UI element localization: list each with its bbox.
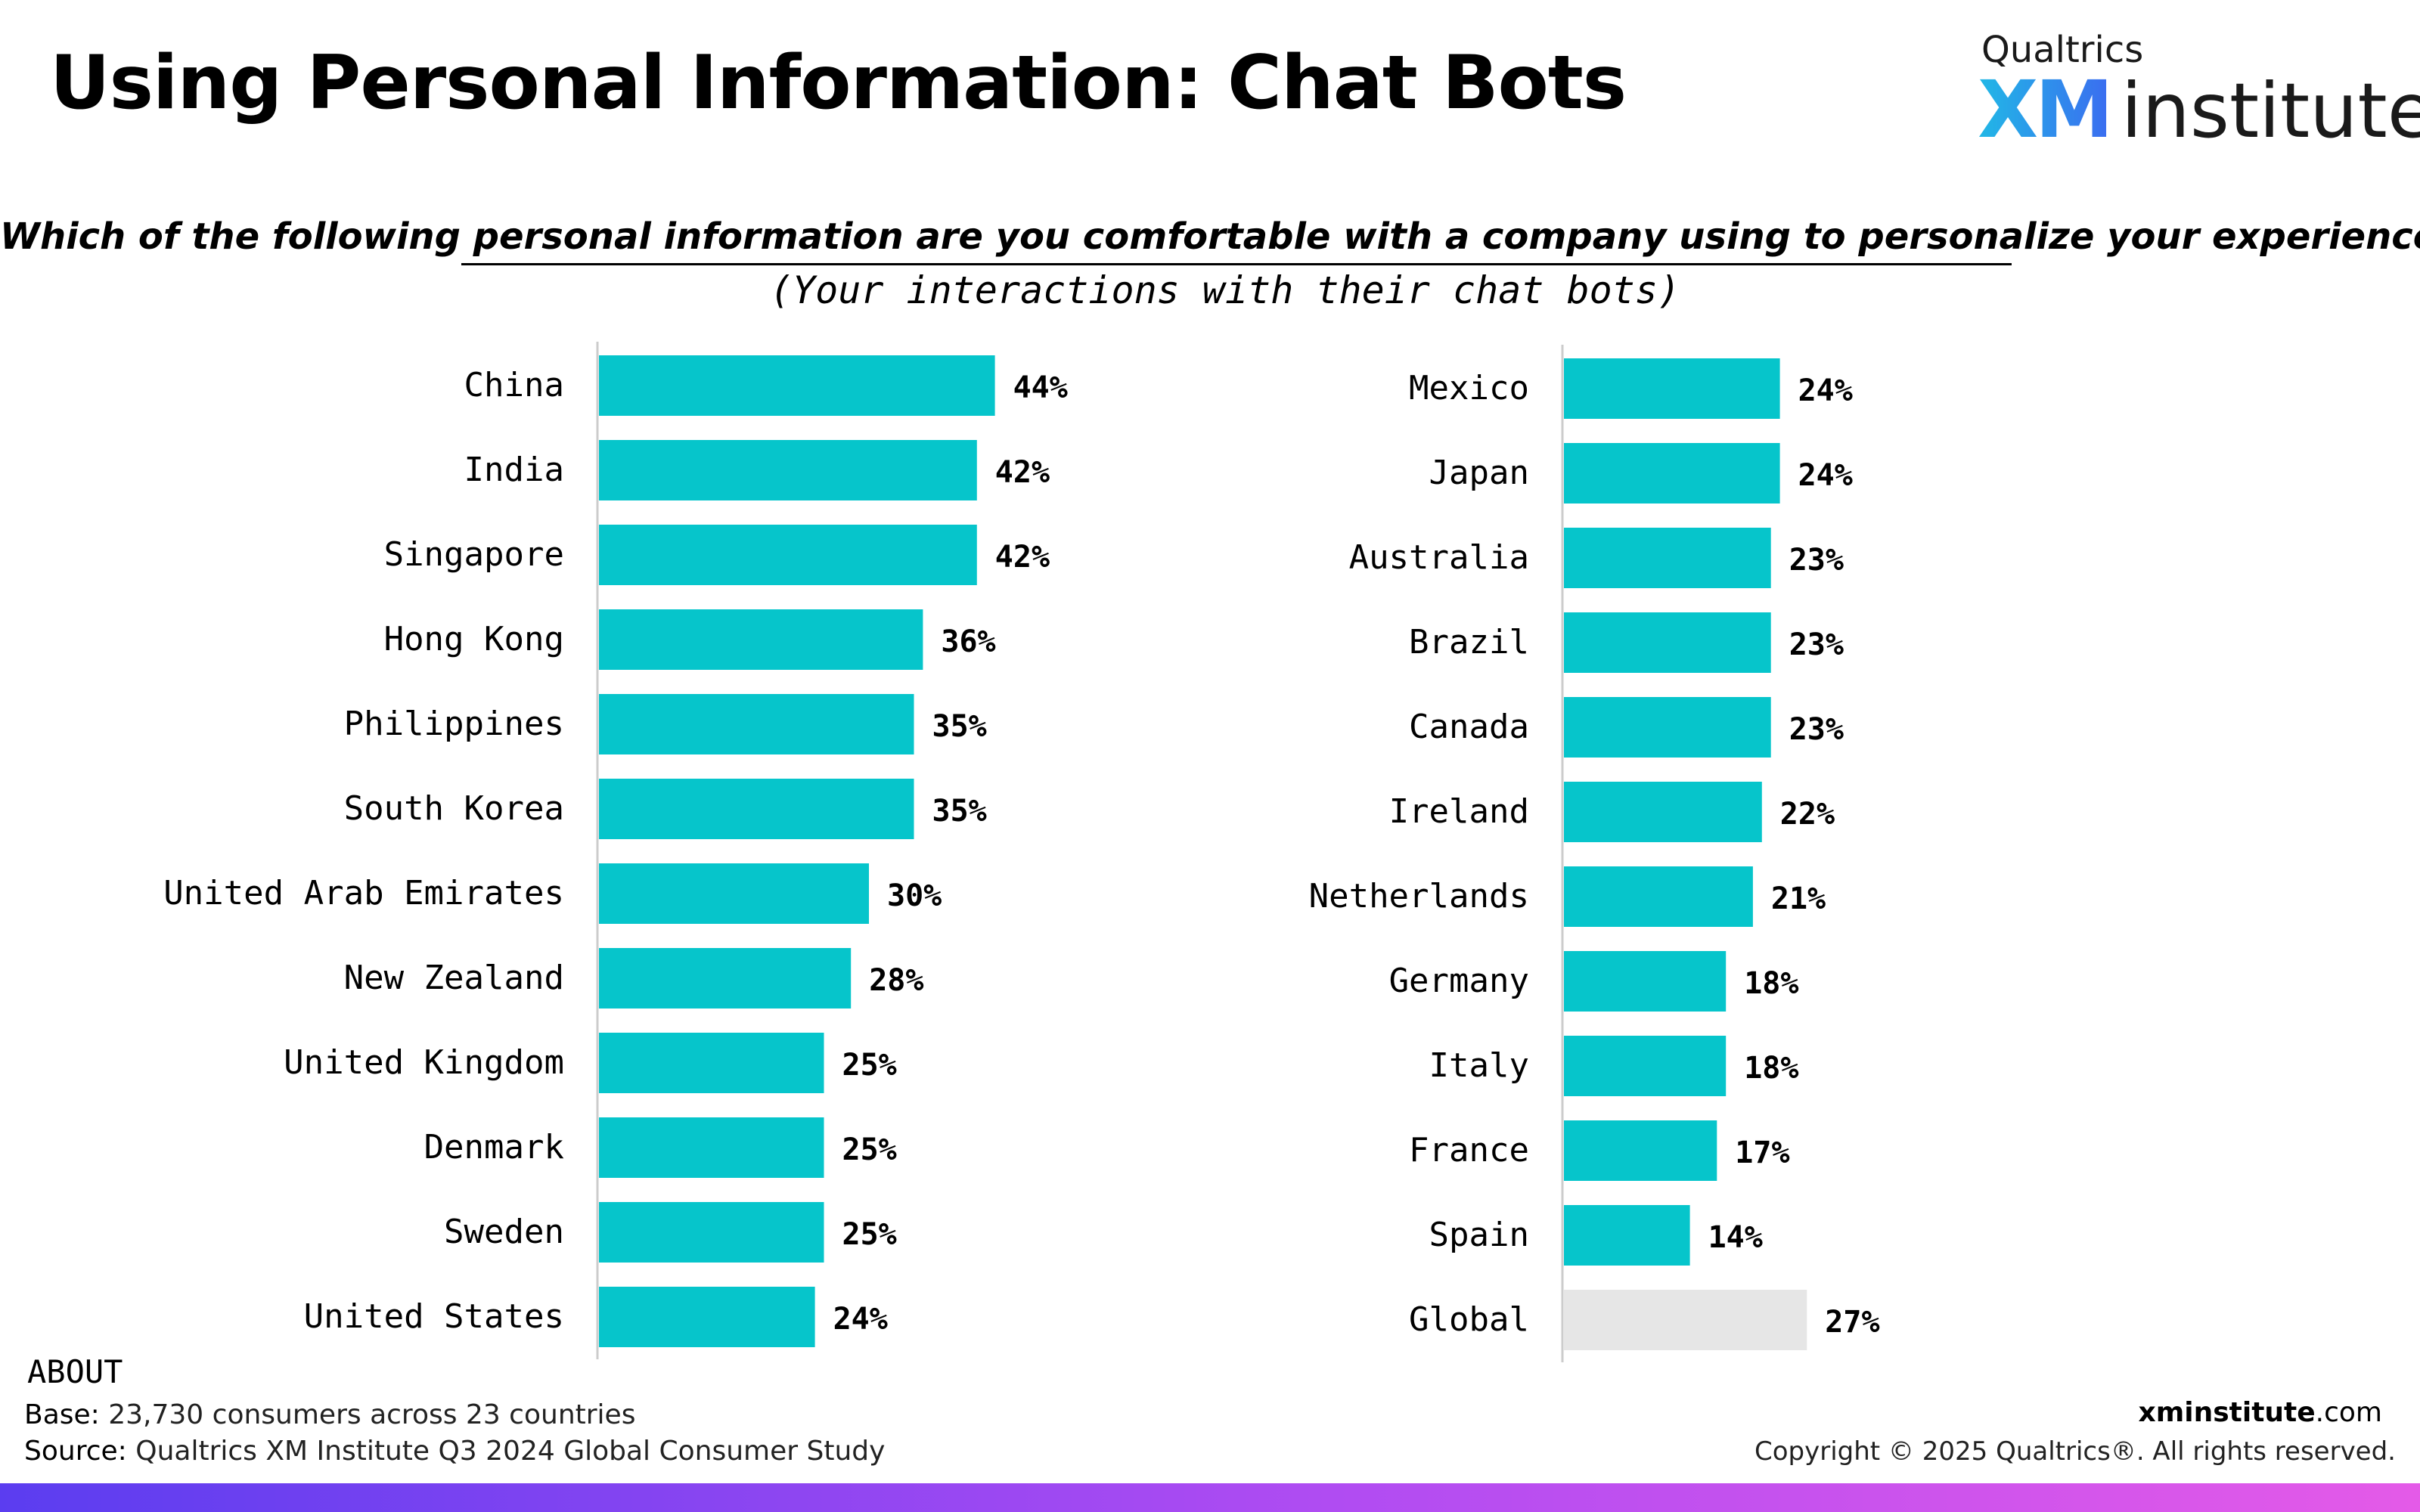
value-label: 36% [941, 624, 995, 659]
category-label: Mexico [1409, 369, 1529, 407]
bar-germany [1564, 951, 1727, 1012]
category-label: Denmark [424, 1128, 564, 1167]
site-link[interactable]: xminstitute.com [2139, 1396, 2382, 1429]
bar-global [1564, 1290, 1807, 1350]
category-label: China [464, 366, 564, 404]
category-label: India [464, 451, 564, 489]
category-label: Ireland [1389, 792, 1529, 831]
about-heading: ABOUT [27, 1353, 123, 1390]
site-domain: .com [2315, 1397, 2382, 1428]
value-label: 21% [1771, 881, 1826, 916]
category-label: France [1409, 1131, 1529, 1170]
question-underline [461, 263, 2012, 265]
value-label: 25% [842, 1217, 897, 1252]
bar-italy [1564, 1036, 1727, 1096]
bottom-gradient-bar [0, 1483, 2420, 1512]
category-label: Canada [1409, 708, 1529, 746]
category-label: Germany [1389, 962, 1529, 1000]
bar-spain [1564, 1205, 1690, 1266]
value-label: 23% [1789, 543, 1844, 578]
value-label: 23% [1789, 712, 1844, 747]
value-label: 35% [932, 709, 987, 744]
source-note: Source: Qualtrics XM Institute Q3 2024 G… [24, 1435, 885, 1467]
page-title: Using Personal Information: Chat Bots [50, 40, 1627, 126]
value-label: 44% [1013, 370, 1068, 405]
base-label: Base: [24, 1399, 100, 1430]
value-label: 42% [995, 540, 1050, 575]
brand-qualtrics: Qualtrics [1981, 29, 2144, 71]
bar-denmark [599, 1117, 824, 1178]
bar-sweden [599, 1202, 824, 1263]
bar-philippines [599, 694, 914, 754]
value-label: 18% [1744, 966, 1798, 1001]
value-label: 24% [1798, 458, 1853, 493]
category-label: Philippines [344, 705, 564, 743]
value-label: 18% [1744, 1051, 1798, 1086]
value-label: 27% [1825, 1305, 1879, 1340]
base-text: 23,730 consumers across 23 countries [108, 1399, 636, 1430]
category-label: Australia [1349, 538, 1529, 577]
brand-xm: XM [1978, 64, 2114, 156]
category-label: Italy [1429, 1046, 1529, 1085]
bar-united-states [599, 1287, 815, 1347]
value-label: 25% [842, 1048, 897, 1083]
category-label: Sweden [444, 1213, 564, 1251]
value-label: 42% [995, 455, 1050, 490]
value-label: 14% [1708, 1220, 1763, 1255]
bar-australia [1564, 528, 1771, 588]
chart-subquestion: (Your interactions with their chat bots) [769, 268, 1681, 312]
category-label: Brazil [1409, 623, 1529, 662]
value-label: 24% [1798, 373, 1853, 408]
value-label: 28% [869, 963, 923, 998]
category-label: United States [304, 1297, 564, 1336]
bar-france [1564, 1120, 1717, 1181]
brand-logo: XMinstituteTM [1978, 67, 2420, 153]
value-label: 30% [887, 878, 942, 913]
bar-new-zealand [599, 948, 852, 1009]
bar-mexico [1564, 358, 1780, 419]
chart-question: Which of the following personal informat… [0, 215, 2420, 258]
category-label: United Arab Emirates [163, 874, 564, 912]
category-label: South Korea [344, 789, 564, 828]
bar-brazil [1564, 612, 1771, 673]
bar-japan [1564, 443, 1780, 503]
source-label: Source: [24, 1436, 127, 1467]
category-label: Japan [1429, 454, 1529, 492]
category-label: Singapore [384, 535, 564, 574]
copyright: Copyright © 2025 Qualtrics®. All rights … [1754, 1436, 2396, 1467]
brand-institute: institute [2121, 67, 2420, 155]
site-name: xminstitute [2138, 1397, 2316, 1428]
bar-india [599, 440, 977, 500]
bar-china [599, 355, 995, 416]
value-label: 25% [842, 1132, 897, 1167]
value-label: 22% [1780, 797, 1835, 832]
bar-singapore [599, 525, 977, 585]
category-label: Global [1409, 1300, 1529, 1339]
base-note: Base: 23,730 consumers across 23 countri… [24, 1399, 635, 1431]
bar-hong-kong [599, 609, 923, 670]
bar-ireland [1564, 782, 1762, 842]
value-label: 35% [932, 794, 987, 829]
source-text: Qualtrics XM Institute Q3 2024 Global Co… [135, 1436, 886, 1467]
bar-netherlands [1564, 866, 1753, 927]
category-label: Hong Kong [384, 620, 564, 658]
bar-united-kingdom [599, 1033, 824, 1093]
category-label: Netherlands [1309, 877, 1529, 916]
bar-united-arab-emirates [599, 863, 869, 924]
category-label: Spain [1429, 1216, 1529, 1254]
category-label: New Zealand [344, 959, 564, 997]
bar-canada [1564, 697, 1771, 758]
category-label: United Kingdom [284, 1043, 564, 1082]
bar-south-korea [599, 779, 914, 839]
value-label: 24% [833, 1302, 888, 1337]
value-label: 23% [1789, 627, 1844, 662]
value-label: 17% [1735, 1136, 1789, 1170]
